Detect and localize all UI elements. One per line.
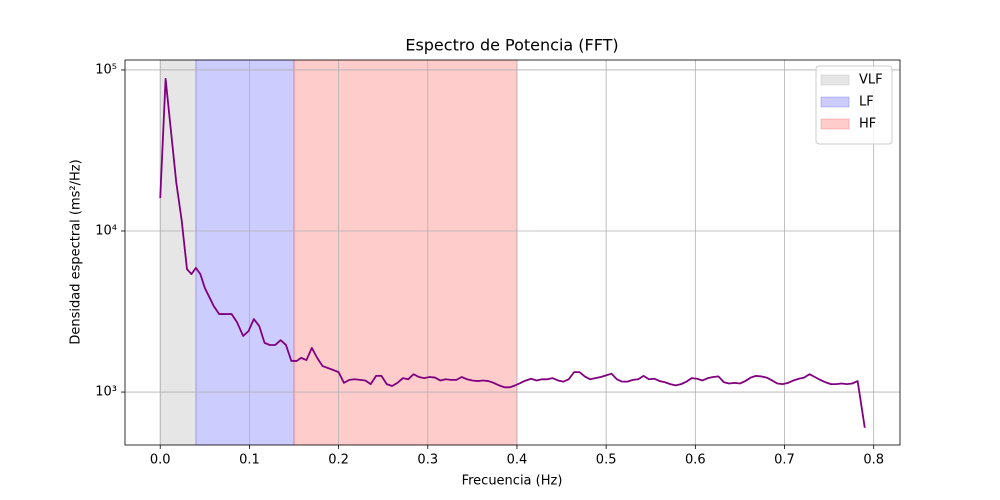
band: [195, 59, 295, 446]
data-line: [159, 78, 866, 428]
x-tick-label: 0.6: [685, 453, 706, 468]
legend-label: HF: [859, 117, 876, 132]
x-tick-label: 0.4: [507, 453, 528, 468]
axes-frame: [124, 59, 901, 446]
chart-title: Espectro de Potencia (FFT): [405, 36, 618, 55]
x-tick-label: 0.3: [417, 453, 438, 468]
y-tick-label: 10⁴: [95, 224, 117, 239]
legend-swatch: [820, 96, 850, 108]
x-tick-label: 0.5: [596, 453, 617, 468]
x-tick-label: 0.8: [863, 453, 884, 468]
x-tick-label: 0.0: [150, 453, 171, 468]
legend-swatch: [820, 74, 850, 86]
x-axis-label: Frecuencia (Hz): [462, 474, 563, 489]
legend-swatch: [820, 118, 850, 130]
y-tick-label: 10³: [95, 385, 117, 400]
y-tick-label: 10⁵: [95, 62, 117, 77]
legend-box: [815, 65, 893, 145]
legend-label: LF: [859, 95, 874, 110]
band: [293, 59, 518, 446]
legend: VLF LF HF: [815, 65, 893, 145]
x-tick-label: 0.1: [239, 453, 260, 468]
x-tick-label: 0.7: [774, 453, 795, 468]
y-axis-label: Densidad espectral (ms²/Hz): [69, 159, 84, 344]
band: [159, 59, 197, 446]
x-tick-label: 0.2: [328, 453, 349, 468]
legend-label: VLF: [859, 73, 883, 88]
